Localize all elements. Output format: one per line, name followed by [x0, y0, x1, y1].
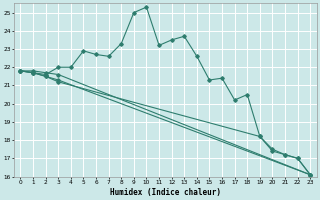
X-axis label: Humidex (Indice chaleur): Humidex (Indice chaleur)	[110, 188, 221, 197]
